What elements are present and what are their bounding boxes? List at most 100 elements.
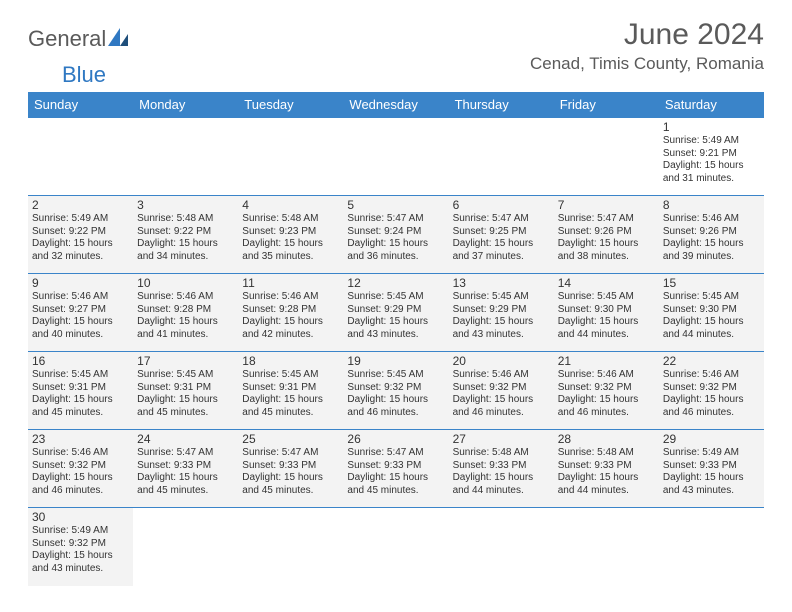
weekday-header: Monday (133, 92, 238, 118)
calendar-day-cell: 24Sunrise: 5:47 AMSunset: 9:33 PMDayligh… (133, 430, 238, 508)
daylight-line-1: Daylight: 15 hours (347, 394, 444, 407)
daylight-line-1: Daylight: 15 hours (137, 238, 234, 251)
sunrise-line: Sunrise: 5:45 AM (242, 369, 339, 382)
day-number: 26 (347, 432, 444, 446)
sunrise-line: Sunrise: 5:46 AM (242, 291, 339, 304)
sunset-line: Sunset: 9:30 PM (558, 304, 655, 317)
sunrise-line: Sunrise: 5:45 AM (347, 369, 444, 382)
calendar-day-cell: 7Sunrise: 5:47 AMSunset: 9:26 PMDaylight… (554, 196, 659, 274)
daylight-line-2: and 44 minutes. (558, 485, 655, 498)
calendar-day-cell: 4Sunrise: 5:48 AMSunset: 9:23 PMDaylight… (238, 196, 343, 274)
calendar-row: 2Sunrise: 5:49 AMSunset: 9:22 PMDaylight… (28, 196, 764, 274)
calendar-day-cell: 13Sunrise: 5:45 AMSunset: 9:29 PMDayligh… (449, 274, 554, 352)
daylight-line-2: and 46 minutes. (347, 407, 444, 420)
sunset-line: Sunset: 9:31 PM (242, 382, 339, 395)
sunrise-line: Sunrise: 5:47 AM (453, 213, 550, 226)
daylight-line-2: and 38 minutes. (558, 251, 655, 264)
daylight-line-2: and 31 minutes. (663, 173, 760, 186)
calendar-day-cell: 26Sunrise: 5:47 AMSunset: 9:33 PMDayligh… (343, 430, 448, 508)
sunrise-line: Sunrise: 5:45 AM (137, 369, 234, 382)
day-number: 18 (242, 354, 339, 368)
calendar-day-cell: 14Sunrise: 5:45 AMSunset: 9:30 PMDayligh… (554, 274, 659, 352)
sunset-line: Sunset: 9:27 PM (32, 304, 129, 317)
day-number: 25 (242, 432, 339, 446)
calendar-empty-cell (133, 118, 238, 196)
sunrise-line: Sunrise: 5:48 AM (137, 213, 234, 226)
calendar-row: 1Sunrise: 5:49 AMSunset: 9:21 PMDaylight… (28, 118, 764, 196)
daylight-line-1: Daylight: 15 hours (663, 472, 760, 485)
calendar-day-cell: 10Sunrise: 5:46 AMSunset: 9:28 PMDayligh… (133, 274, 238, 352)
day-number: 15 (663, 276, 760, 290)
daylight-line-1: Daylight: 15 hours (242, 394, 339, 407)
daylight-line-1: Daylight: 15 hours (32, 394, 129, 407)
daylight-line-1: Daylight: 15 hours (663, 394, 760, 407)
daylight-line-1: Daylight: 15 hours (453, 394, 550, 407)
weekday-header: Saturday (659, 92, 764, 118)
sunset-line: Sunset: 9:33 PM (347, 460, 444, 473)
day-number: 24 (137, 432, 234, 446)
calendar-empty-cell (133, 508, 238, 586)
calendar-empty-cell (343, 508, 448, 586)
daylight-line-1: Daylight: 15 hours (453, 472, 550, 485)
sunset-line: Sunset: 9:22 PM (32, 226, 129, 239)
daylight-line-1: Daylight: 15 hours (347, 472, 444, 485)
calendar-day-cell: 6Sunrise: 5:47 AMSunset: 9:25 PMDaylight… (449, 196, 554, 274)
day-number: 28 (558, 432, 655, 446)
daylight-line-2: and 39 minutes. (663, 251, 760, 264)
calendar-empty-cell (28, 118, 133, 196)
daylight-line-1: Daylight: 15 hours (32, 550, 129, 563)
daylight-line-1: Daylight: 15 hours (663, 316, 760, 329)
day-number: 23 (32, 432, 129, 446)
sunrise-line: Sunrise: 5:46 AM (663, 213, 760, 226)
sunrise-line: Sunrise: 5:46 AM (32, 447, 129, 460)
calendar-day-cell: 20Sunrise: 5:46 AMSunset: 9:32 PMDayligh… (449, 352, 554, 430)
sunset-line: Sunset: 9:26 PM (663, 226, 760, 239)
sunrise-line: Sunrise: 5:47 AM (347, 213, 444, 226)
sunrise-line: Sunrise: 5:49 AM (663, 447, 760, 460)
day-number: 21 (558, 354, 655, 368)
daylight-line-1: Daylight: 15 hours (32, 238, 129, 251)
calendar-empty-cell (554, 118, 659, 196)
day-number: 10 (137, 276, 234, 290)
daylight-line-2: and 45 minutes. (347, 485, 444, 498)
daylight-line-1: Daylight: 15 hours (242, 472, 339, 485)
sunrise-line: Sunrise: 5:48 AM (558, 447, 655, 460)
brand-part2: Blue (62, 62, 106, 87)
sunset-line: Sunset: 9:23 PM (242, 226, 339, 239)
calendar-day-cell: 18Sunrise: 5:45 AMSunset: 9:31 PMDayligh… (238, 352, 343, 430)
sunset-line: Sunset: 9:33 PM (558, 460, 655, 473)
sunset-line: Sunset: 9:33 PM (242, 460, 339, 473)
calendar-day-cell: 17Sunrise: 5:45 AMSunset: 9:31 PMDayligh… (133, 352, 238, 430)
calendar-day-cell: 19Sunrise: 5:45 AMSunset: 9:32 PMDayligh… (343, 352, 448, 430)
daylight-line-2: and 36 minutes. (347, 251, 444, 264)
sunset-line: Sunset: 9:33 PM (453, 460, 550, 473)
daylight-line-1: Daylight: 15 hours (347, 316, 444, 329)
daylight-line-2: and 42 minutes. (242, 329, 339, 342)
daylight-line-2: and 45 minutes. (32, 407, 129, 420)
daylight-line-2: and 43 minutes. (663, 485, 760, 498)
calendar-row: 23Sunrise: 5:46 AMSunset: 9:32 PMDayligh… (28, 430, 764, 508)
sunset-line: Sunset: 9:29 PM (453, 304, 550, 317)
daylight-line-2: and 37 minutes. (453, 251, 550, 264)
calendar-day-cell: 3Sunrise: 5:48 AMSunset: 9:22 PMDaylight… (133, 196, 238, 274)
calendar-empty-cell (449, 508, 554, 586)
calendar-day-cell: 2Sunrise: 5:49 AMSunset: 9:22 PMDaylight… (28, 196, 133, 274)
sunrise-line: Sunrise: 5:46 AM (558, 369, 655, 382)
brand-part2-wrap: Blue (62, 62, 792, 88)
logo-triangle-icon (108, 26, 128, 52)
daylight-line-2: and 45 minutes. (242, 407, 339, 420)
calendar-empty-cell (343, 118, 448, 196)
sunrise-line: Sunrise: 5:45 AM (347, 291, 444, 304)
day-number: 6 (453, 198, 550, 212)
day-number: 7 (558, 198, 655, 212)
calendar-empty-cell (238, 508, 343, 586)
daylight-line-1: Daylight: 15 hours (558, 238, 655, 251)
day-number: 19 (347, 354, 444, 368)
calendar-row: 16Sunrise: 5:45 AMSunset: 9:31 PMDayligh… (28, 352, 764, 430)
sunset-line: Sunset: 9:30 PM (663, 304, 760, 317)
daylight-line-2: and 43 minutes. (32, 563, 129, 576)
calendar-day-cell: 22Sunrise: 5:46 AMSunset: 9:32 PMDayligh… (659, 352, 764, 430)
daylight-line-2: and 46 minutes. (453, 407, 550, 420)
calendar-empty-cell (238, 118, 343, 196)
sunrise-line: Sunrise: 5:45 AM (663, 291, 760, 304)
